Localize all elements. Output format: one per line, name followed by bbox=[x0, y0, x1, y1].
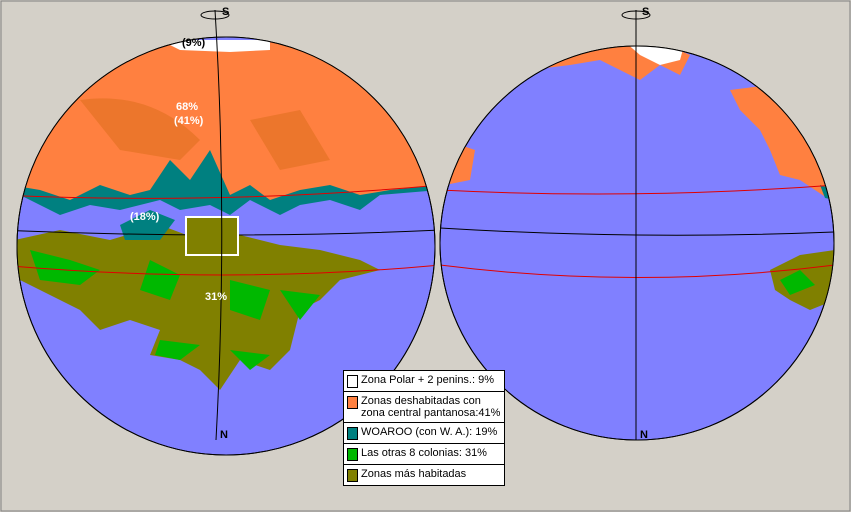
legend-label: Las otras 8 colonias: 31% bbox=[361, 447, 487, 459]
annotation: 68% bbox=[176, 101, 198, 113]
legend: Zona Polar + 2 penins.: 9% Zonas deshabit… bbox=[343, 370, 505, 486]
legend-swatch bbox=[347, 448, 358, 461]
annotation: (41%) bbox=[174, 115, 204, 127]
legend-item: Zona Polar + 2 penins.: 9% bbox=[344, 371, 504, 392]
legend-swatch bbox=[347, 375, 358, 388]
legend-swatch bbox=[347, 396, 358, 409]
legend-item: Zonas deshabitadas con zona central pant… bbox=[344, 392, 504, 423]
legend-item: WOAROO (con W. A.): 19% bbox=[344, 423, 504, 444]
annotation: 31% bbox=[205, 291, 227, 303]
legend-swatch bbox=[347, 427, 358, 440]
legend-swatch bbox=[347, 469, 358, 482]
globe-top-label: S bbox=[222, 6, 229, 18]
legend-label: WOAROO (con W. A.): 19% bbox=[361, 426, 498, 438]
legend-item: Las otras 8 colonias: 31% bbox=[344, 444, 504, 465]
globe-top-label: S bbox=[642, 6, 649, 18]
legend-label: Zonas más habitadas bbox=[361, 468, 467, 480]
legend-label: Zonas deshabitadas con zona central pant… bbox=[361, 395, 501, 419]
annotation: (18%) bbox=[130, 211, 160, 223]
globe-bottom-label: N bbox=[640, 429, 648, 441]
globe-bottom-label: N bbox=[220, 429, 228, 441]
annotation: (9%) bbox=[182, 37, 206, 49]
legend-item: Zonas más habitadas bbox=[344, 465, 504, 485]
legend-label: Zona Polar + 2 penins.: 9% bbox=[361, 374, 494, 386]
